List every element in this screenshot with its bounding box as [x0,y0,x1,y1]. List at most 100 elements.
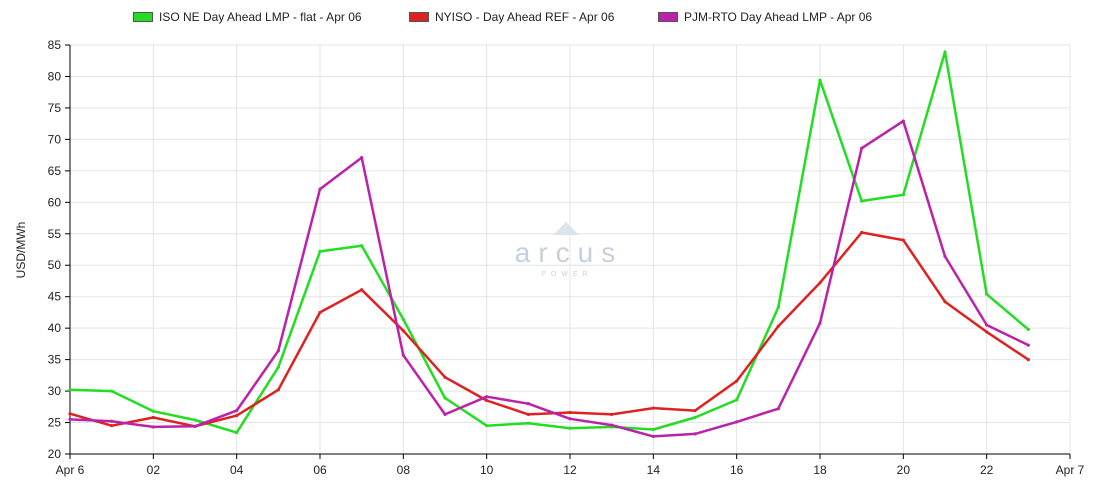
data-point[interactable] [443,412,447,416]
data-point[interactable] [318,310,322,315]
data-point[interactable] [151,425,155,429]
data-point[interactable] [651,434,655,438]
data-point[interactable] [776,324,780,328]
data-point[interactable] [276,349,280,353]
data-point[interactable] [860,146,864,150]
data-point[interactable] [818,281,822,285]
data-point[interactable] [860,199,864,203]
data-point[interactable] [818,78,822,82]
series-lines [68,50,1030,438]
data-point[interactable] [1026,343,1030,347]
data-point[interactable] [860,230,864,235]
y-tick-label: 85 [48,38,62,52]
data-point[interactable] [610,412,614,416]
data-point[interactable] [568,426,572,430]
data-point[interactable] [985,330,989,334]
x-tick-label: 22 [980,463,994,477]
data-point[interactable] [901,193,905,197]
series-line [69,119,1029,438]
data-point[interactable] [110,424,114,428]
data-point[interactable] [776,305,780,309]
data-point[interactable] [610,423,614,427]
data-point[interactable] [735,398,739,402]
data-point[interactable] [651,406,655,410]
data-point[interactable] [193,418,197,422]
data-point[interactable] [693,408,697,413]
x-tick-label: 10 [480,463,494,477]
data-point[interactable] [943,254,947,259]
watermark: arcus POWER [515,222,615,278]
data-point[interactable] [526,402,530,406]
x-tick-label: Apr 7 [1056,463,1085,477]
legend-item-iso-ne[interactable]: ISO NE Day Ahead LMP - flat - Apr 06 [133,9,362,25]
data-point[interactable] [401,353,405,357]
data-point[interactable] [235,431,239,435]
data-point[interactable] [360,156,364,160]
data-point[interactable] [110,389,114,393]
gridlines [70,44,1071,454]
data-point[interactable] [485,395,489,399]
data-point[interactable] [68,417,72,421]
data-point[interactable] [818,321,822,325]
data-point[interactable] [485,424,489,428]
y-axis-ticks: 20 25 30 35 40 45 50 55 60 65 70 75 80 85 [48,38,70,461]
data-point[interactable] [943,300,947,304]
legend: ISO NE Day Ahead LMP - flat - Apr 06 NYI… [0,9,1100,27]
data-point[interactable] [151,415,155,420]
data-point[interactable] [151,409,155,413]
data-point[interactable] [901,119,905,123]
data-point[interactable] [985,323,989,327]
legend-swatch-iso-ne [133,12,153,22]
legend-swatch-pjm-rto [658,12,678,22]
data-point[interactable] [235,414,239,418]
data-point[interactable] [985,292,989,296]
data-point[interactable] [318,249,322,253]
data-point[interactable] [568,410,572,415]
data-point[interactable] [693,415,697,420]
data-point[interactable] [276,388,280,392]
data-point[interactable] [110,419,114,423]
data-point[interactable] [443,375,447,379]
series-line [69,50,1030,434]
watermark-sub: POWER [541,271,592,278]
y-tick-label: 40 [48,321,62,335]
legend-item-nyiso[interactable]: NYISO - Day Ahead REF - Apr 06 [409,9,614,25]
y-tick-label: 70 [48,132,62,146]
data-point[interactable] [776,407,780,411]
data-point[interactable] [276,365,280,369]
data-point[interactable] [526,421,530,425]
series-line [69,231,1029,428]
data-point[interactable] [901,238,905,242]
data-point[interactable] [526,412,530,416]
data-point[interactable] [735,379,739,383]
data-point[interactable] [693,432,697,436]
data-point[interactable] [485,398,489,403]
data-point[interactable] [68,388,72,392]
data-point[interactable] [235,408,239,413]
data-point[interactable] [735,420,739,424]
data-point[interactable] [651,427,655,432]
data-point[interactable] [1026,358,1030,362]
data-point[interactable] [193,424,197,428]
y-tick-label: 75 [48,101,62,115]
legend-swatch-nyiso [409,12,429,22]
x-tick-label: 18 [813,463,827,477]
data-point[interactable] [568,417,572,421]
y-tick-label: 55 [48,227,62,241]
x-tick-label: 02 [147,463,161,477]
data-point[interactable] [401,317,405,321]
data-point[interactable] [68,412,72,416]
data-point[interactable] [943,50,947,54]
y-tick-label: 45 [48,290,62,304]
x-tick-label: 06 [313,463,327,477]
data-point[interactable] [360,244,364,248]
legend-item-pjm-rto[interactable]: PJM-RTO Day Ahead LMP - Apr 06 [658,9,872,25]
data-point[interactable] [401,329,405,333]
y-tick-label: 60 [48,195,62,209]
data-point[interactable] [360,288,364,292]
data-point[interactable] [1026,327,1030,332]
watermark-logo-mark [553,222,579,235]
data-point[interactable] [443,396,447,400]
data-point[interactable] [318,187,322,191]
